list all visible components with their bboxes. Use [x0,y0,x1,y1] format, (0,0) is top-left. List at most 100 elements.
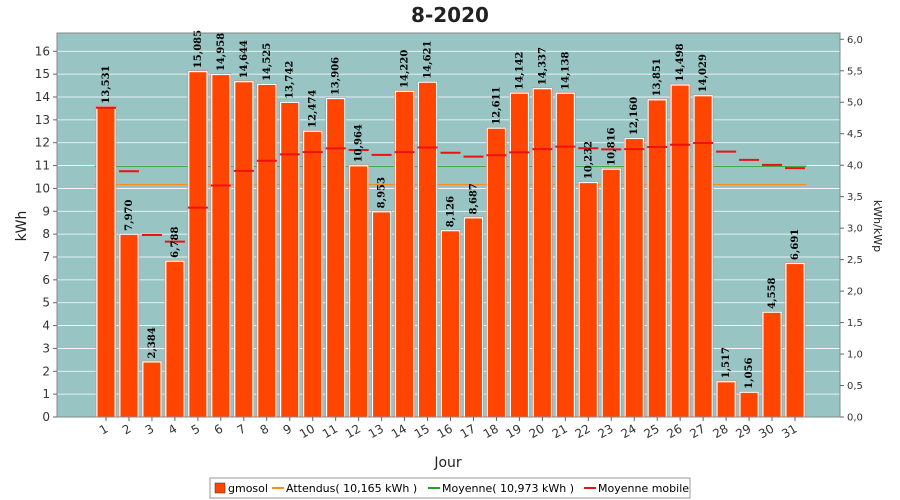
y-tick-label: 2 [42,364,50,378]
data-label: 7,970 [124,199,135,230]
bar [671,85,689,418]
bar [396,91,414,417]
bar [143,362,161,417]
x-tick-label: 11 [320,421,340,441]
data-label: 8,953 [377,177,388,208]
plot-border [56,32,841,418]
x-tick-label: 19 [504,421,524,441]
y-right-tick-label: 2,0 [847,287,863,298]
x-tick-label: 26 [664,421,684,441]
y-tick-label: 14 [35,90,50,104]
bar [510,93,528,418]
data-label: 8,687 [468,183,479,214]
x-axis: 1 2 3 4 5 6 7 8 9 10 11 12 13 14 15 16 17 18 19 20 21 22 23 24 2… [97,417,800,441]
y-right-tick-label: 1,5 [847,318,863,329]
data-label: 13,742 [285,61,296,99]
y-axis-right: 0,0 0,5 1,0 1,5 2,0 2,5 3,0 3,5 4,0 4,5 5,0 5,5 6,0 [840,35,863,424]
data-labels: 13,531 7,970 2,384 6,788 15,085 14,958 14,644 1… [101,30,801,389]
data-label: 1,056 [744,358,755,389]
x-tick-label: 12 [343,421,363,441]
y-tick-label: 1 [42,387,50,401]
legend-gmosol: gmosol [228,482,268,495]
legend-attendus: Attendus( 10,165 kWh ) [286,482,417,495]
data-label: 14,337 [537,47,548,85]
y-tick-label: 15 [35,67,50,81]
y-right-tick-label: 0,5 [847,381,863,392]
x-tick-label: 8 [258,421,272,437]
data-label: 14,142 [514,51,525,89]
bar [464,218,482,417]
data-label: 10,816 [606,127,617,165]
legend-moyenne: Moyenne( 10,973 kWh ) [442,482,574,495]
bar [442,231,459,417]
y-tick-label: 9 [42,204,50,218]
data-label: 2,384 [147,327,158,358]
bar [166,261,184,417]
bar [212,75,230,418]
x-tick-label: 5 [189,421,203,437]
bar [717,382,735,417]
y-tick-label: 5 [42,296,50,310]
bar [556,93,574,418]
data-label: 12,611 [491,86,502,124]
y-tick-label: 7 [42,250,50,264]
y-right-tick-label: 2,5 [847,255,863,266]
x-tick-label: 14 [389,421,409,441]
data-label: 12,160 [629,97,640,135]
x-tick-label: 18 [481,421,501,441]
data-label: 14,621 [423,41,434,79]
data-label: 14,644 [239,40,250,78]
data-label: 1,517 [721,347,732,378]
y-tick-label: 0 [42,410,50,424]
y-tick-label: 4 [42,319,50,333]
y-right-tick-label: 3,5 [847,192,863,203]
bar [235,82,253,417]
data-label: 15,085 [193,30,204,68]
x-tick-label: 31 [779,421,799,441]
x-tick-label: 21 [550,421,570,441]
y-tick-label: 10 [35,181,50,195]
bar [373,212,391,417]
data-label: 13,531 [101,65,112,103]
data-label: 6,788 [170,226,181,257]
bar [487,128,505,417]
data-label: 13,906 [331,57,342,95]
y-tick-label: 11 [35,159,50,173]
bar [648,100,666,418]
x-tick-label: 9 [281,421,295,437]
x-tick-label: 10 [297,421,317,441]
bar [327,99,345,418]
x-tick-label: 25 [641,421,661,441]
x-tick-label: 20 [527,421,547,441]
y-right-tick-label: 3,0 [847,224,863,235]
bar [602,169,620,417]
x-tick-label: 27 [687,421,707,441]
x-tick-label: 1 [97,421,111,437]
x-tick-label: 30 [756,421,776,441]
x-tick-label: 23 [596,421,616,441]
bar [740,392,758,417]
x-tick-label: 6 [212,421,226,437]
legend: gmosol Attendus( 10,165 kWh ) Moyenne( 1… [209,477,691,499]
bar [350,166,368,417]
moving-average-marks [96,106,805,243]
bar [786,264,804,417]
y-tick-label: 8 [42,227,50,241]
legend-box [209,477,691,499]
x-tick-label: 7 [235,421,249,437]
x-tick-label: 15 [412,421,432,441]
x-tick-label: 22 [573,421,593,441]
bar [120,234,138,417]
data-label: 14,525 [262,43,273,81]
x-tick-label: 4 [166,421,180,437]
bar [419,82,437,417]
x-tick-label: 24 [618,421,638,441]
y-right-tick-label: 6,0 [847,35,863,46]
data-label: 12,474 [308,90,319,128]
data-label: 8,126 [446,196,457,227]
bar [258,85,276,417]
bar [281,102,299,417]
y-right-tick-label: 4,5 [847,129,863,140]
